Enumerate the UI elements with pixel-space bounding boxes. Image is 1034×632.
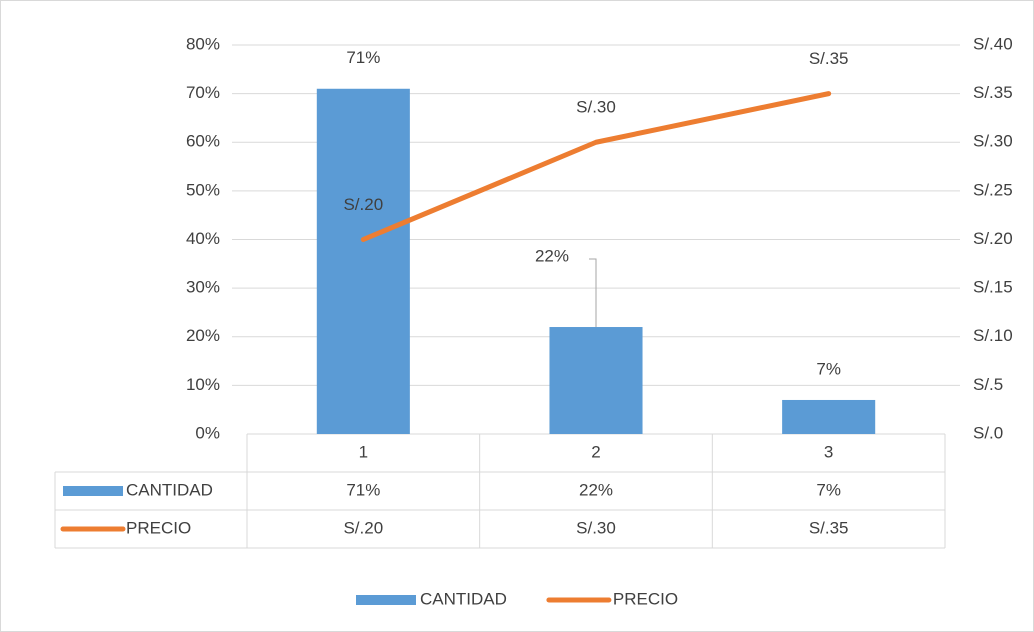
x-tick-label: 3: [824, 442, 833, 461]
y-tick-label: 0%: [195, 423, 220, 442]
legend-label: CANTIDAD: [420, 589, 507, 608]
data-label: S/.30: [576, 98, 616, 117]
legend-key: [356, 595, 416, 605]
bar: [782, 399, 876, 434]
table-cell: 22%: [579, 480, 613, 499]
y2-tick-label: S/.35: [973, 83, 1013, 102]
data-label: S/.35: [809, 49, 849, 68]
x-tick-label: 2: [591, 442, 600, 461]
table-cell: S/.35: [809, 518, 849, 537]
y2-tick-label: S/.10: [973, 326, 1013, 345]
y2-tick-label: S/.25: [973, 180, 1013, 199]
y-tick-label: 80%: [186, 34, 220, 53]
y2-tick-label: S/.15: [973, 278, 1013, 297]
table-cell: 71%: [346, 480, 380, 499]
table-series-name: PRECIO: [126, 518, 191, 537]
y2-tick-label: S/.30: [973, 132, 1013, 151]
data-label: 7%: [816, 359, 841, 378]
data-label: 22%: [535, 247, 569, 266]
bar: [316, 88, 410, 434]
y2-tick-label: S/.40: [973, 34, 1013, 53]
y-tick-label: 20%: [186, 326, 220, 345]
y-tick-label: 50%: [186, 180, 220, 199]
table-cell: 7%: [816, 480, 841, 499]
line: [360, 91, 832, 242]
table-series-name: CANTIDAD: [126, 480, 213, 499]
data-label: 71%: [346, 48, 380, 67]
y-tick-label: 40%: [186, 229, 220, 248]
table-cell: S/.20: [343, 518, 383, 537]
bar: [549, 327, 643, 434]
data-label: S/.20: [343, 195, 383, 214]
x-tick-label: 1: [359, 442, 368, 461]
y2-tick-label: S/.5: [973, 375, 1003, 394]
table-legend-key: [63, 486, 123, 496]
leader-line: [589, 258, 597, 328]
y-tick-label: 60%: [186, 132, 220, 151]
table-cell: S/.30: [576, 518, 616, 537]
y-tick-label: 10%: [186, 375, 220, 394]
y-tick-label: 70%: [186, 83, 220, 102]
y2-tick-label: S/.20: [973, 229, 1013, 248]
y-tick-label: 30%: [186, 278, 220, 297]
legend-label: PRECIO: [613, 589, 678, 608]
y2-tick-label: S/.0: [973, 423, 1003, 442]
